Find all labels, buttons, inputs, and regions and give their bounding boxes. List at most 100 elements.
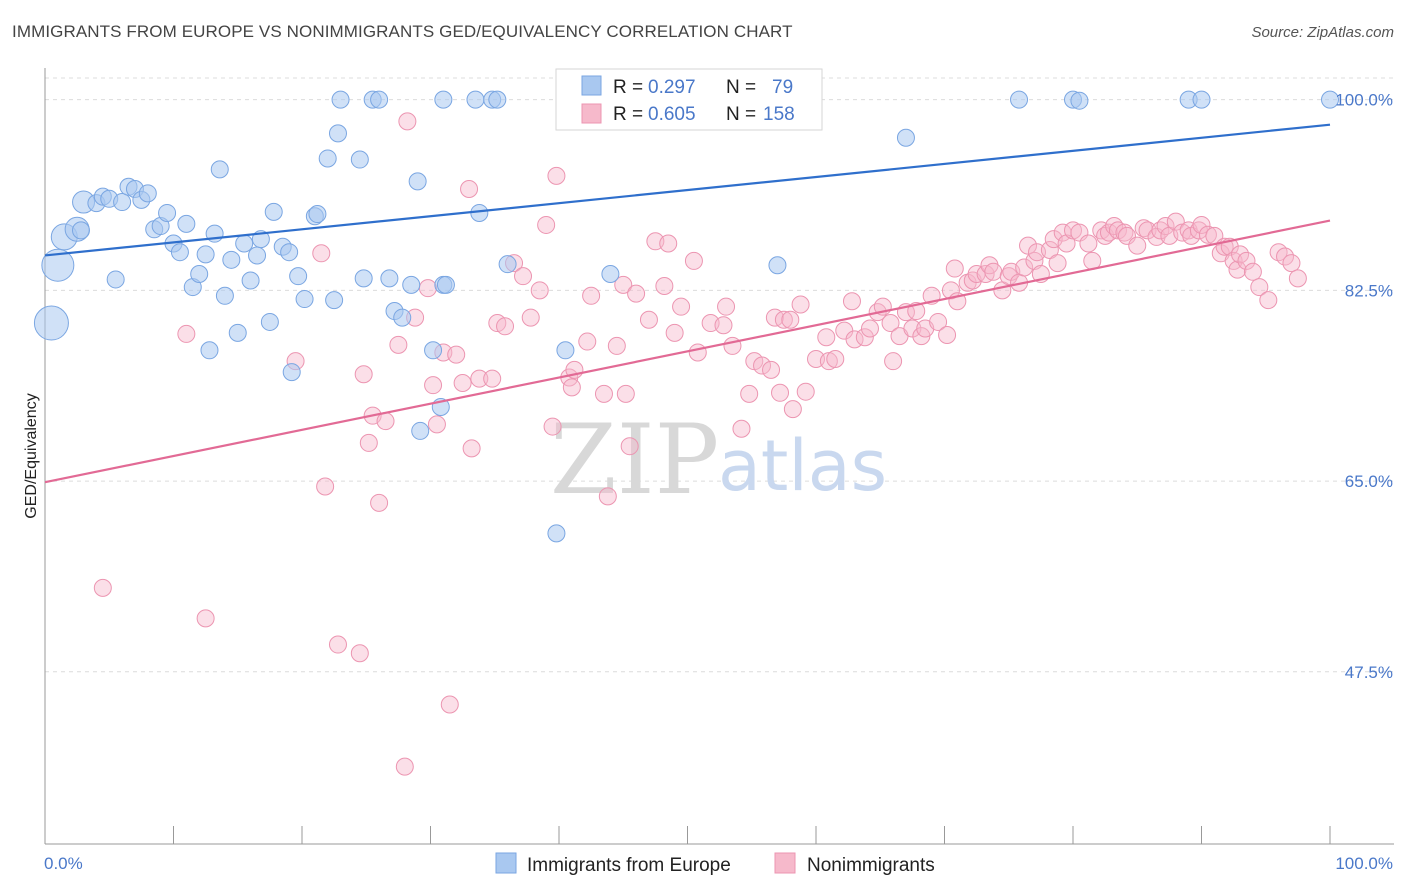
nonimmigrants-point [370, 493, 389, 512]
europe-point [328, 124, 347, 143]
nonimmigrants-point [945, 259, 964, 278]
nonimmigrants-point [796, 382, 815, 401]
nonimmigrants-point [855, 328, 874, 347]
nonimmigrants-point [440, 695, 459, 714]
source-credit: Source: ZipAtlas.com [1251, 24, 1394, 41]
nonimmigrants-point [1259, 291, 1278, 310]
europe-point [354, 269, 373, 288]
nonimmigrants-point [860, 319, 879, 338]
nonimmigrants-point [819, 352, 838, 371]
europe-points [33, 90, 1339, 543]
nonimmigrants-point [1079, 234, 1098, 253]
watermark: ZIP atlas [550, 404, 887, 516]
nonimmigrants-point [462, 439, 481, 458]
europe-point [33, 305, 69, 341]
europe-point [402, 275, 421, 294]
nonimmigrants-point [665, 323, 684, 342]
europe-point [177, 214, 196, 233]
nonimmigrants-point [530, 281, 549, 300]
non-n-label: N = [726, 104, 756, 125]
europe-point [488, 90, 507, 109]
nonimmigrants-point [762, 360, 781, 379]
nonimmigrants-point [1192, 215, 1211, 234]
nonimmigrants-point [424, 376, 443, 395]
nonimmigrants-point [881, 314, 900, 333]
europe-point [308, 205, 327, 224]
nonimmigrants-point [620, 437, 639, 456]
non-r-value: 0.605 [648, 104, 696, 125]
non-n-value: 158 [763, 104, 795, 125]
nonimmigrants-point [765, 308, 784, 327]
nonimmigrants-point [1057, 234, 1076, 253]
nonimmigrants-point [1156, 217, 1175, 236]
nonimmigrants-point [1282, 254, 1301, 273]
europe-point [1010, 90, 1029, 109]
nonimmigrants-point [1276, 247, 1295, 266]
nonimmigrants-point [196, 609, 215, 628]
nonimmigrants-point [578, 332, 597, 351]
europe-swatch [581, 75, 602, 96]
nonimmigrants-point [842, 292, 861, 311]
nonimmigrants-point [903, 319, 922, 338]
nonimmigrants-point [976, 264, 995, 283]
europe-r-value: 0.297 [648, 77, 696, 98]
europe-point [170, 243, 189, 262]
europe-point [210, 160, 229, 179]
europe-point [289, 267, 308, 286]
europe-point [235, 234, 254, 253]
nonimmigrants-point [470, 369, 489, 388]
nonimmigrants-point [1064, 221, 1082, 240]
nonimmigrants-point [672, 297, 691, 316]
trend-lines [44, 123, 1331, 484]
europe-point [138, 184, 157, 203]
nonimmigrants-point [460, 179, 479, 198]
europe-point [325, 291, 344, 310]
nonimmigrants-point [537, 215, 556, 234]
nonimmigrants-point [884, 352, 903, 371]
europe-point [318, 149, 337, 168]
nonimmigrants-point [1115, 223, 1134, 242]
nonimmigrants-point [316, 477, 335, 496]
nonimmigrants-point [607, 336, 626, 355]
grid-lines [45, 77, 1394, 673]
europe-point [113, 193, 132, 212]
europe-n-value: 79 [772, 77, 793, 98]
nonimmigrants-point [771, 383, 790, 402]
europe-n-label: N = [726, 77, 756, 98]
nonimmigrants-point [740, 384, 759, 403]
europe-point [434, 90, 453, 109]
europe-point [190, 264, 209, 283]
europe-point [331, 90, 350, 109]
nonimmigrants-point [714, 316, 733, 335]
nonimmigrants-point [93, 578, 112, 597]
nonimmigrants-point [639, 310, 658, 329]
europe-point [393, 308, 412, 327]
legend-swatch-non [774, 852, 796, 874]
nonimmigrants-point [1231, 245, 1250, 264]
legend-swatch-europe [495, 852, 517, 874]
europe-trend-line [44, 123, 1331, 257]
nonimmigrants-point [418, 279, 437, 298]
non-swatch [581, 103, 602, 124]
nonimmigrants-point [562, 378, 581, 397]
europe-point [556, 341, 575, 360]
nonimmigrants-point [514, 267, 533, 286]
watermark-zip: ZIP [550, 404, 719, 516]
europe-point [196, 245, 215, 264]
europe-point [71, 221, 90, 240]
y-tick-label: 65.0% [1345, 472, 1393, 491]
nonimmigrants-point [614, 275, 633, 294]
europe-point [896, 128, 915, 147]
europe-point [280, 243, 299, 262]
bottom-legend: Immigrants from Europe Nonimmigrants [495, 852, 935, 876]
nonimmigrants-point [616, 384, 635, 403]
nonimmigrants-point [1237, 251, 1256, 270]
europe-point [498, 255, 517, 274]
y-axis-label: GED/Equivalency [23, 393, 40, 518]
europe-point [547, 524, 566, 543]
nonimmigrants-point [1015, 258, 1034, 277]
nonimmigrants-point [688, 343, 707, 362]
nonimmigrants-point [398, 112, 417, 131]
x-ticks [44, 826, 1331, 844]
